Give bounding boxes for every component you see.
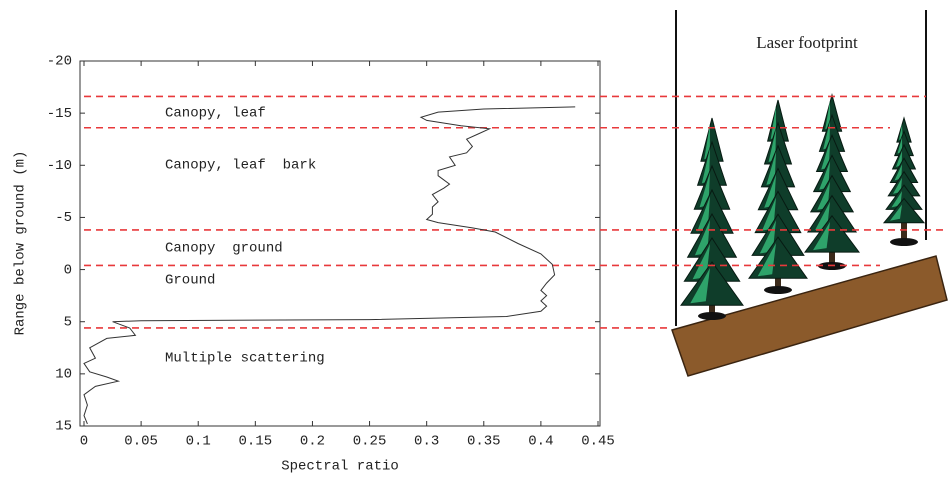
figure: Spectral ratio Range below ground (m) La… bbox=[0, 0, 948, 481]
x-tick-label: 0.2 bbox=[300, 434, 325, 450]
y-axis-label: Range below ground (m) bbox=[13, 151, 29, 336]
x-axis-label: Spectral ratio bbox=[281, 459, 399, 475]
zone-label: Canopy, leaf bbox=[165, 106, 266, 122]
x-tick-label: 0.3 bbox=[414, 434, 439, 450]
y-tick-label: -15 bbox=[47, 106, 72, 122]
zone-label: Canopy ground bbox=[165, 241, 283, 257]
illustration-label: Laser footprint bbox=[756, 33, 858, 52]
x-tick-label: 0.35 bbox=[467, 434, 501, 450]
y-tick-label: 0 bbox=[64, 262, 72, 278]
x-tick-label: 0.05 bbox=[124, 434, 158, 450]
x-tick-label: 0.25 bbox=[353, 434, 387, 450]
y-tick-label: 10 bbox=[55, 367, 72, 383]
x-tick-label: 0.45 bbox=[581, 434, 615, 450]
zone-label: Multiple scattering bbox=[165, 351, 325, 367]
x-tick-label: 0 bbox=[80, 434, 88, 450]
tree-shadow bbox=[890, 238, 918, 246]
y-tick-label: -5 bbox=[55, 210, 72, 226]
y-tick-label: -20 bbox=[47, 54, 72, 70]
y-tick-label: 5 bbox=[64, 314, 72, 330]
zone-label: Ground bbox=[165, 273, 215, 289]
zone-label: Canopy, leaf bark bbox=[165, 158, 316, 174]
y-tick-label: 15 bbox=[55, 419, 72, 435]
tree-foliage bbox=[884, 199, 924, 223]
tree-foliage bbox=[681, 262, 743, 305]
tree-foliage bbox=[805, 216, 859, 252]
x-tick-label: 0.4 bbox=[528, 434, 553, 450]
tree-shadow bbox=[698, 312, 726, 320]
plot-frame bbox=[80, 61, 600, 426]
tree-shadow bbox=[764, 286, 792, 294]
x-tick-label: 0.15 bbox=[239, 434, 273, 450]
y-tick-label: -10 bbox=[47, 158, 72, 174]
tree-foliage bbox=[749, 237, 807, 278]
x-tick-label: 0.1 bbox=[186, 434, 211, 450]
